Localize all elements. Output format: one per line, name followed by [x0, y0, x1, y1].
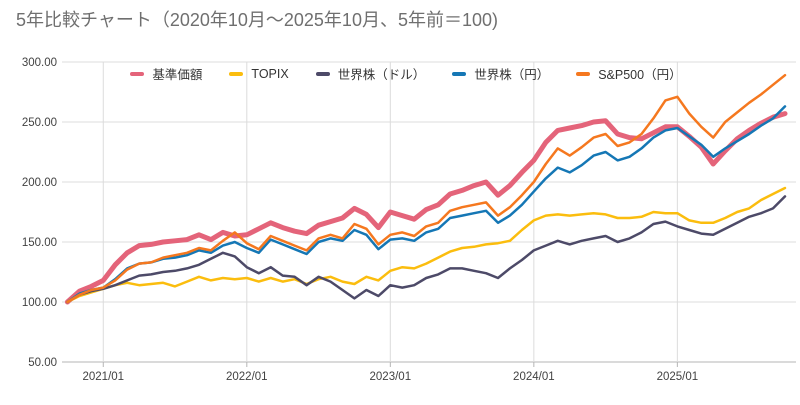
- legend-item-sp500-jpy[interactable]: S&P500（円）: [576, 64, 682, 83]
- series-line-sp500-jpy[interactable]: [66, 73, 787, 304]
- y-axis-tick-label: 300.00: [22, 57, 57, 69]
- legend-label-fund-nav: 基準価額: [152, 68, 203, 82]
- x-axis-tick-label: 2023/01: [370, 371, 412, 383]
- legend-label-sp500-jpy: S&P500（円）: [598, 68, 682, 82]
- legend-item-world-jpy[interactable]: 世界株（円）: [452, 64, 549, 83]
- legend-label-world-jpy: 世界株（円）: [474, 68, 550, 82]
- x-axis-tick-label: 2022/01: [226, 371, 268, 383]
- legend-label-world-usd: 世界株（ドル）: [337, 68, 426, 82]
- x-axis-tick-label: 2025/01: [657, 371, 699, 383]
- series-line-world-jpy[interactable]: [66, 105, 787, 304]
- series-line-topix[interactable]: [66, 186, 787, 304]
- legend-label-topix: TOPIX: [251, 66, 289, 81]
- x-axis-tick-label: 2021/01: [82, 371, 124, 383]
- x-axis-tick-label: 2024/01: [513, 371, 555, 383]
- legend-swatch-world-usd: [315, 71, 330, 76]
- legend-item-fund-nav[interactable]: 基準価額: [130, 64, 202, 83]
- y-axis-tick-label: 200.00: [22, 177, 57, 189]
- chart-legend: 基準価額 TOPIX 世界株（ドル） 世界株（円） S&P500（円）: [70, 64, 742, 83]
- y-axis-tick-label: 100.00: [22, 297, 57, 309]
- legend-swatch-sp500-jpy: [576, 71, 591, 76]
- legend-item-topix[interactable]: TOPIX: [229, 66, 289, 81]
- y-axis-tick-label: 50.00: [28, 357, 57, 369]
- legend-swatch-world-jpy: [452, 71, 467, 76]
- legend-swatch-fund-nav: [130, 71, 145, 76]
- series-line-world-usd[interactable]: [66, 195, 787, 304]
- chart-title: 5年比較チャート（2020年10月～2025年10月、5年前＝100): [16, 10, 498, 30]
- y-axis-tick-label: 250.00: [22, 117, 57, 129]
- legend-swatch-topix: [229, 71, 244, 76]
- legend-item-world-usd[interactable]: 世界株（ドル）: [315, 64, 426, 83]
- y-axis-tick-label: 150.00: [22, 237, 57, 249]
- series-line-fund-nav[interactable]: [64, 111, 788, 305]
